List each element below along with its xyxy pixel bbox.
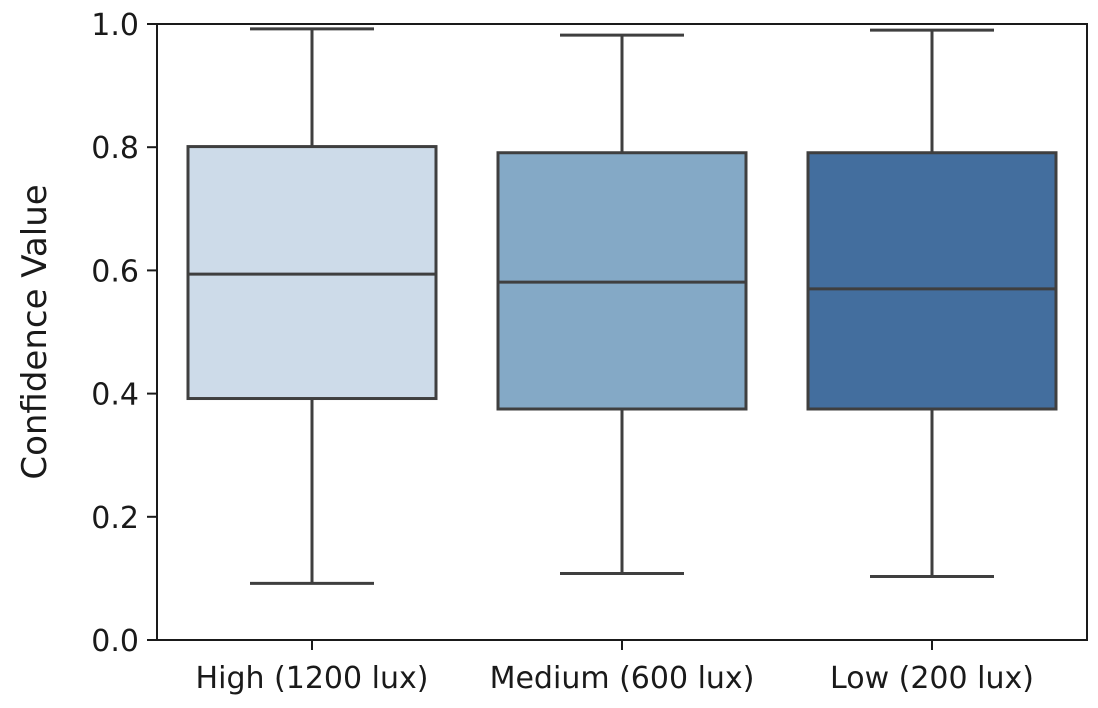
x-tick-label: Medium (600 lux) <box>490 661 755 696</box>
x-tick-label: Low (200 lux) <box>830 661 1034 696</box>
x-tick-label: High (1200 lux) <box>196 661 429 696</box>
y-tick-label: 0.8 <box>91 131 139 166</box>
box <box>806 151 1058 411</box>
y-tick-label: 0.2 <box>91 501 139 536</box>
box-group <box>806 28 1058 579</box>
box <box>186 145 438 401</box>
y-tick-label: 1.0 <box>91 8 139 43</box>
y-tick-label: 0.6 <box>91 254 139 289</box>
box-group <box>496 33 748 575</box>
y-axis: 0.0 0.2 0.4 0.6 0.8 1.0 <box>91 8 157 659</box>
box-group <box>186 27 438 585</box>
x-axis: High (1200 lux) Medium (600 lux) Low (200 … <box>196 640 1034 696</box>
y-axis-title: Confidence Value <box>15 184 55 479</box>
plot-area <box>186 27 1058 585</box>
y-tick-label: 0.4 <box>91 378 139 413</box>
y-tick-label: 0.0 <box>91 624 139 659</box>
